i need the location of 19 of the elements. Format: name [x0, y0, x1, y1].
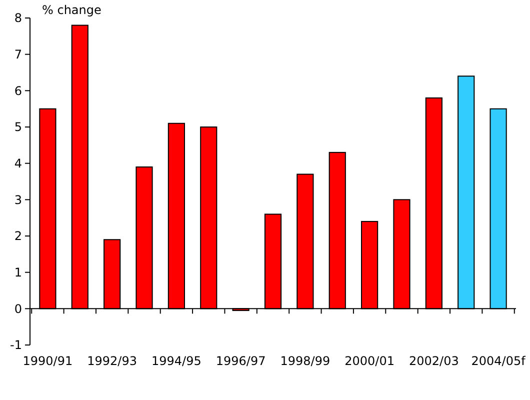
- y-tick-label: 1: [14, 266, 22, 280]
- y-tick-label: -1: [10, 338, 22, 352]
- x-tick-label: 1992/93: [87, 354, 138, 368]
- x-tick-label: 2004/05f: [471, 354, 526, 368]
- y-axis-title: % change: [42, 3, 102, 17]
- y-tick-label: 7: [14, 48, 22, 62]
- x-tick-label: 1990/91: [22, 354, 73, 368]
- y-tick-label: 4: [14, 156, 22, 171]
- x-tick-label: 2002/03: [408, 354, 459, 368]
- x-tick-label: 1996/97: [216, 354, 266, 368]
- y-tick-label: 5: [14, 120, 22, 134]
- x-tick-label: 2000/01: [344, 354, 394, 368]
- y-tick-label: 8: [14, 11, 22, 26]
- y-tick-label: 3: [14, 192, 22, 207]
- y-tick-label: 2: [14, 229, 22, 244]
- x-tick-label: 1998/99: [280, 354, 330, 368]
- x-tick-label: 1994/95: [152, 354, 202, 368]
- y-tick-label: 0: [14, 302, 22, 316]
- y-tick-label: 6: [14, 84, 22, 98]
